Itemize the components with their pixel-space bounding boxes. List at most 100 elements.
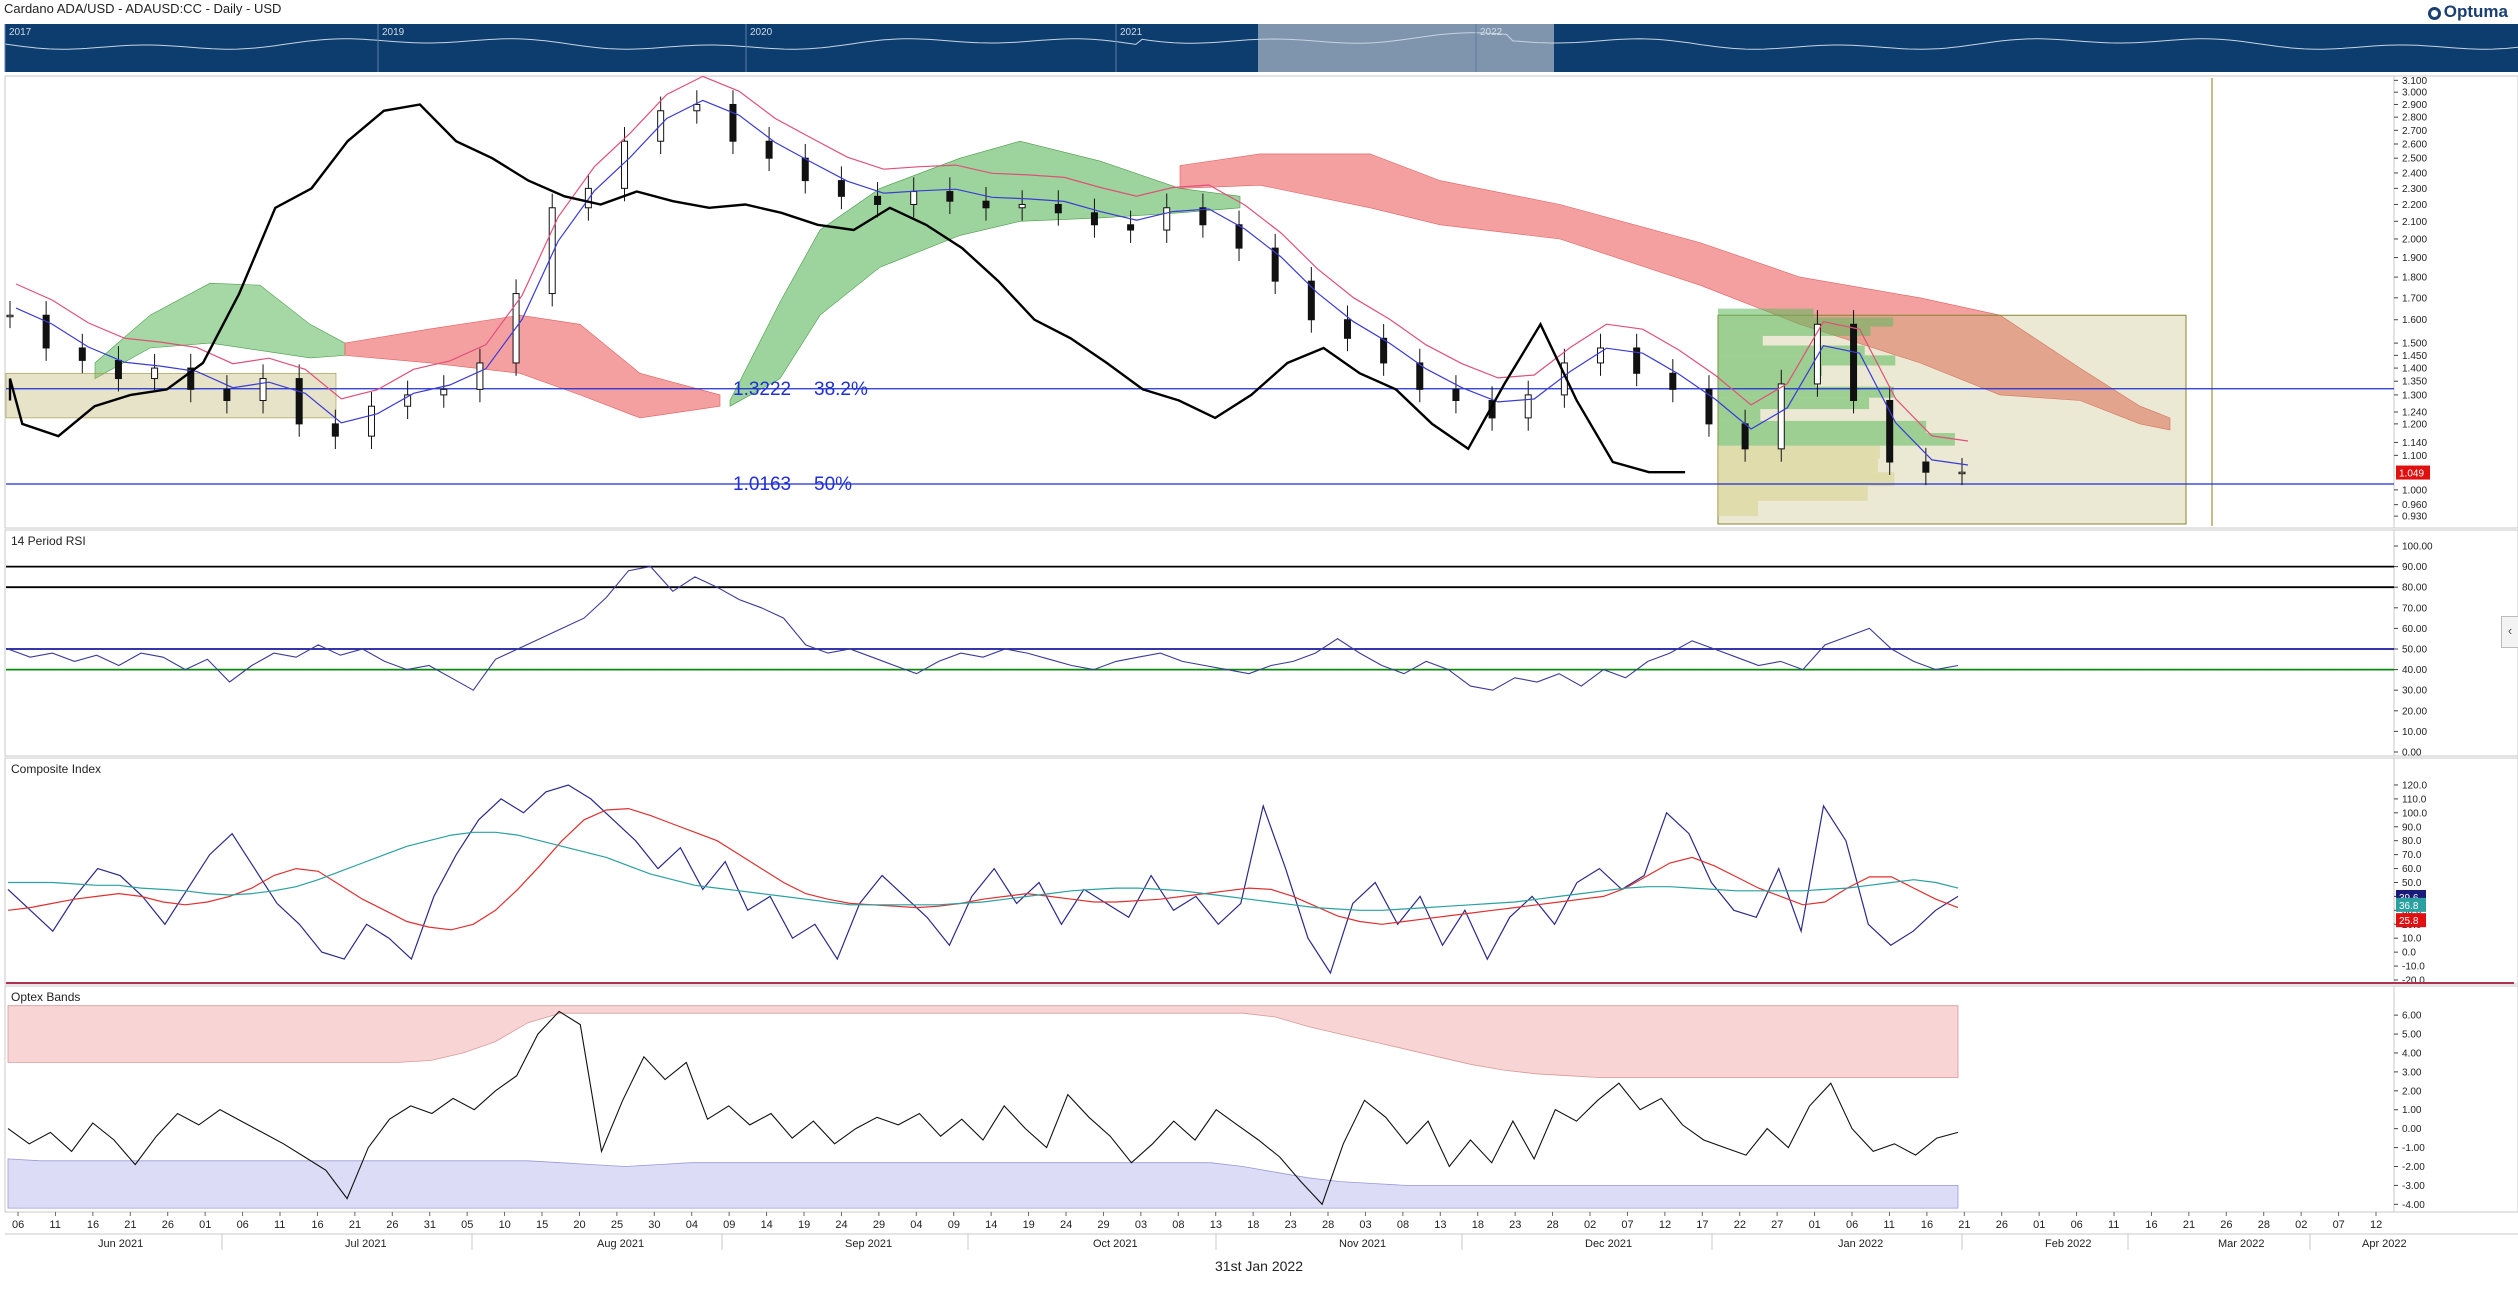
volume-profile-bar <box>1718 317 1894 327</box>
candle-body <box>1669 372 1677 390</box>
brand-logo: Optuma <box>2427 2 2508 22</box>
price-tick-label: 2.700 <box>2402 126 2427 137</box>
xaxis-month-label: Dec 2021 <box>1585 1238 1632 1250</box>
candle-body <box>1380 337 1388 364</box>
composite-tick-label: -20.0 <box>2402 976 2425 987</box>
xaxis-day-label: 27 <box>1771 1219 1783 1231</box>
xaxis-day-label: 09 <box>948 1219 960 1231</box>
composite-series-line <box>7 807 1959 931</box>
xaxis-day-label: 11 <box>1883 1219 1894 1231</box>
price-tick-label: 2.000 <box>2402 234 2427 245</box>
candle-body <box>874 195 882 205</box>
price-tick-label: 1.200 <box>2402 419 2427 430</box>
tenkan-sen-line <box>15 99 1969 466</box>
volume-profile-bar <box>1718 458 1878 473</box>
candle-body <box>548 207 556 295</box>
volume-profile-bar <box>1718 397 1870 410</box>
xaxis-day-label: 02 <box>2295 1219 2307 1231</box>
volume-profile-bar <box>1718 375 1816 387</box>
candle-body <box>295 378 303 425</box>
rsi-tick-label: 10.00 <box>2402 727 2427 738</box>
optex-tick-label: -4.00 <box>2402 1200 2425 1211</box>
xaxis-day-label: 06 <box>237 1219 249 1231</box>
price-tick-label: 1.800 <box>2402 273 2427 284</box>
price-tick-label: 1.240 <box>2402 408 2427 419</box>
candle-body <box>837 180 845 197</box>
xaxis-day-label: 26 <box>2220 1219 2232 1231</box>
composite-last-badge <box>2396 897 2426 912</box>
rsi-tick-label: 60.00 <box>2402 624 2427 635</box>
price-tick-label: 2.300 <box>2402 184 2427 195</box>
price-tick-label: 1.300 <box>2402 390 2427 401</box>
composite-panel-title: Composite Index <box>11 762 102 776</box>
navigator-year-label: 2019 <box>382 27 405 38</box>
xaxis-day-label: 26 <box>1996 1219 2008 1231</box>
optex-tick-label: -3.00 <box>2402 1181 2425 1192</box>
xaxis-day-label: 11 <box>2108 1219 2119 1231</box>
candle-body <box>187 367 195 390</box>
fib-level-price: 1.0163 <box>733 474 791 495</box>
xaxis-day-label: 21 <box>349 1219 361 1231</box>
xaxis-month-label: Jul 2021 <box>345 1238 387 1250</box>
volume-profile-bar <box>1718 472 1895 487</box>
composite-last-badge <box>2396 913 2426 928</box>
candle-body <box>404 394 412 407</box>
volume-profile-bar <box>1718 326 1871 336</box>
rsi-tick-label: 90.00 <box>2402 562 2427 573</box>
xaxis-day-label: 21 <box>1958 1219 1970 1231</box>
xaxis-day-label: 21 <box>2183 1219 2195 1231</box>
xaxis-day-label: 17 <box>1696 1219 1708 1231</box>
candle-body <box>1163 207 1171 231</box>
rsi-tick-label: 0.00 <box>2402 748 2422 759</box>
optex-tick-label: 0.00 <box>2402 1124 2422 1135</box>
rsi-tick-label: 70.00 <box>2402 603 2427 614</box>
xaxis-day-label: 28 <box>2258 1219 2270 1231</box>
candle-body <box>1343 319 1351 339</box>
xaxis-month-label: Aug 2021 <box>597 1238 644 1250</box>
xaxis-day-label: 07 <box>1621 1219 1633 1231</box>
xaxis-day-label: 25 <box>611 1219 623 1231</box>
candle-body <box>151 367 159 380</box>
navigator-line <box>4 32 2518 50</box>
xaxis-day-label: 28 <box>1322 1219 1334 1231</box>
composite-tick-label: 10.0 <box>2402 934 2422 945</box>
price-tick-label: 1.140 <box>2402 438 2427 449</box>
candle-body <box>1922 461 1930 473</box>
price-tick-label: 1.400 <box>2402 364 2427 375</box>
rsi-tick-label: 80.00 <box>2402 583 2427 594</box>
xaxis-day-label: 29 <box>1097 1219 1109 1231</box>
composite-last-label: 25.8 <box>2399 916 2419 927</box>
xaxis-day-label: 07 <box>2333 1219 2345 1231</box>
candle-body <box>1741 423 1749 450</box>
volume-profile-bar <box>1718 486 1868 501</box>
optex-tick-label: 6.00 <box>2402 1011 2422 1022</box>
candle-body <box>1850 323 1858 402</box>
rsi-tick-label: 40.00 <box>2402 665 2427 676</box>
rsi-tick-label: 50.00 <box>2402 645 2427 656</box>
xaxis-day-label: 18 <box>1247 1219 1259 1231</box>
xaxis-month-label: Feb 2022 <box>2045 1238 2091 1250</box>
candle-body <box>6 314 14 318</box>
candle-body <box>1886 400 1894 463</box>
candle-body <box>982 200 990 209</box>
composite-tick-label: 90.0 <box>2402 822 2422 833</box>
fib-level-pct: 38.2% <box>814 379 868 400</box>
candle-body <box>1705 388 1713 425</box>
xaxis-day-label: 11 <box>274 1219 285 1231</box>
xaxis-day-label: 14 <box>985 1219 997 1231</box>
xaxis-month-label: Jan 2022 <box>1838 1238 1883 1250</box>
rsi-line <box>7 566 1959 691</box>
sidebar-toggle-button[interactable]: ‹ <box>2501 616 2518 648</box>
volume-profile-bar <box>1718 500 1758 517</box>
rsi-tick-label: 100.00 <box>2402 542 2433 553</box>
candle-body <box>584 187 592 209</box>
xaxis-day-label: 12 <box>2370 1219 2382 1231</box>
navigator-year-label: 2022 <box>1480 27 1503 38</box>
xaxis-day-label: 16 <box>311 1219 323 1231</box>
optex-tick-label: -1.00 <box>2402 1143 2425 1154</box>
xaxis-day-label: 22 <box>1734 1219 1746 1231</box>
price-tick-label: 2.200 <box>2402 200 2427 211</box>
xaxis-month-label: Oct 2021 <box>1093 1238 1138 1250</box>
